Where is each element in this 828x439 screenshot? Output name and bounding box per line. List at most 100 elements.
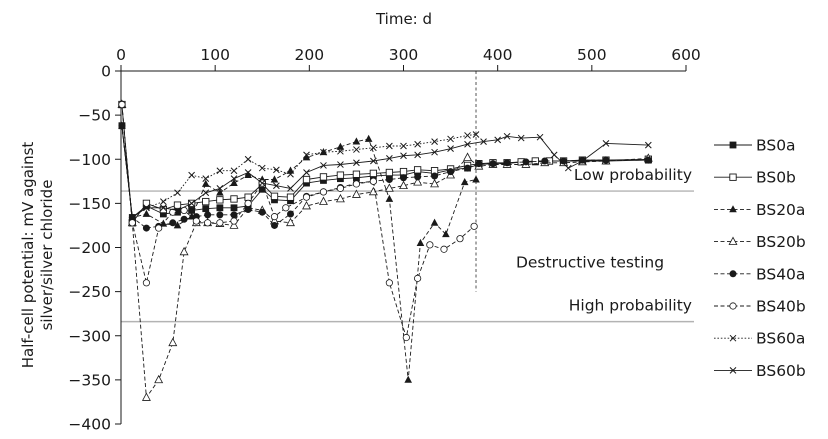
data-point-bs20b [413,177,423,186]
data-point-bs60b [230,175,238,183]
data-point-bs0b [352,170,361,178]
data-point-bs60a [230,167,238,175]
data-point-bs20b [168,337,178,347]
data-point-bs40a [522,158,530,166]
data-point-bs0b [336,171,345,179]
data-point-bs60b [480,138,487,145]
data-point-bs0b [142,199,151,208]
x-tick-label: 500 [577,46,607,64]
legend-marker [729,334,737,342]
data-point-bs60a [386,142,393,150]
data-point-bs60b [602,140,610,147]
data-point-bs60a [431,138,438,145]
data-point-bs20a [216,188,224,196]
data-point-bs60b [160,204,167,212]
data-point-bs20b [286,217,295,227]
series-line-bs0b [121,104,649,224]
data-point-bs20a [244,170,252,179]
data-point-bs60b [244,169,252,176]
destructive-testing-label: Destructive testing [516,254,664,272]
data-point-bs60b [143,204,150,212]
x-tick-label: 400 [483,46,513,64]
legend-label: BS0b [756,169,796,187]
data-point-bs0b [216,196,224,204]
data-point-bs60a [160,198,167,205]
data-point-bs40b [216,219,224,227]
data-point-bs40b [470,222,478,230]
data-point-bs40b [128,219,136,227]
data-point-bs40a [541,157,549,165]
data-point-bs40b [426,241,434,249]
data-point-bs0b [159,205,168,214]
data-point-bs40a [431,172,439,180]
data-point-bs40b [204,219,212,227]
legend-item-bs60b: BS60b [714,362,806,380]
data-point-bs20b [399,180,408,190]
data-point-bs40a [287,210,294,218]
threshold-lines [121,190,694,323]
data-point-bs40b [155,224,163,232]
y-tick-label: −350 [68,371,111,389]
x-tick-label: 0 [116,46,126,64]
data-point-bs60a [303,151,310,159]
series-bs60a [118,122,480,221]
data-point-bs20a [416,238,425,246]
data-point-bs0a [159,210,167,218]
series-layer [117,99,653,401]
data-point-bs20b [384,183,394,192]
legend-marker [729,302,737,310]
data-point-bs20b [318,196,328,205]
data-point-bs20b [430,178,440,188]
data-point-bs20b [179,246,189,256]
data-point-bs20a [472,175,480,183]
data-point-bs20a [442,230,450,238]
legend-label: BS20b [756,233,806,251]
data-point-bs40b [385,279,393,287]
legend-item-bs0b: BS0b [714,169,796,187]
data-point-bs20a [201,179,210,187]
data-point-bs20b [154,374,164,384]
data-point-bs0a [258,185,266,193]
data-point-bs40a [560,157,568,165]
data-point-bs20a [142,209,151,217]
data-point-bs40b [244,199,252,207]
data-point-bs40b [440,245,448,253]
data-point-bs40a [169,219,177,227]
legend-marker [729,205,737,213]
data-point-bs60a [287,170,294,178]
data-point-bs40a [447,168,455,176]
series-line-bs60b [121,125,649,218]
y-axis-ticks: 0 −50 −100 −150 −200 −250 −300 −350 −400 [68,63,121,434]
y-tick-label: −200 [68,239,111,257]
data-point-bs60a [370,144,377,152]
series-line-bs0a [121,125,649,218]
data-point-bs60b [188,200,195,207]
series-line-bs40a [121,125,649,229]
x-tick-label: 100 [200,46,230,64]
legend-label: BS40b [756,298,806,316]
data-point-bs40b [352,180,361,188]
data-point-bs60b [517,134,525,142]
y-tick-label: 0 [101,63,111,81]
data-point-bs60a [202,175,210,183]
data-point-bs20b [141,392,151,401]
low-probability-label: Low probability [574,166,692,184]
data-point-bs60b [464,140,471,148]
data-point-bs60b [287,185,294,192]
data-point-bs60b [386,155,393,162]
data-point-bs20a [404,375,413,383]
data-point-bs60b [503,132,511,140]
data-point-bs0a [174,208,181,216]
data-point-bs0b [270,192,279,200]
data-point-bs20b [302,200,311,210]
threshold-labels: Low probability High probability [569,166,692,315]
data-point-bs60b [447,145,454,153]
legend-item-bs60a: BS60a [714,330,805,348]
legend-item-bs20b: BS20b [714,233,806,251]
y-axis-title-line-2: silver/silver chloride [38,180,56,331]
x-tick-label: 600 [671,46,701,64]
data-point-bs0b [385,168,394,177]
data-point-bs20a [270,175,279,183]
data-point-bs60b [337,161,344,168]
